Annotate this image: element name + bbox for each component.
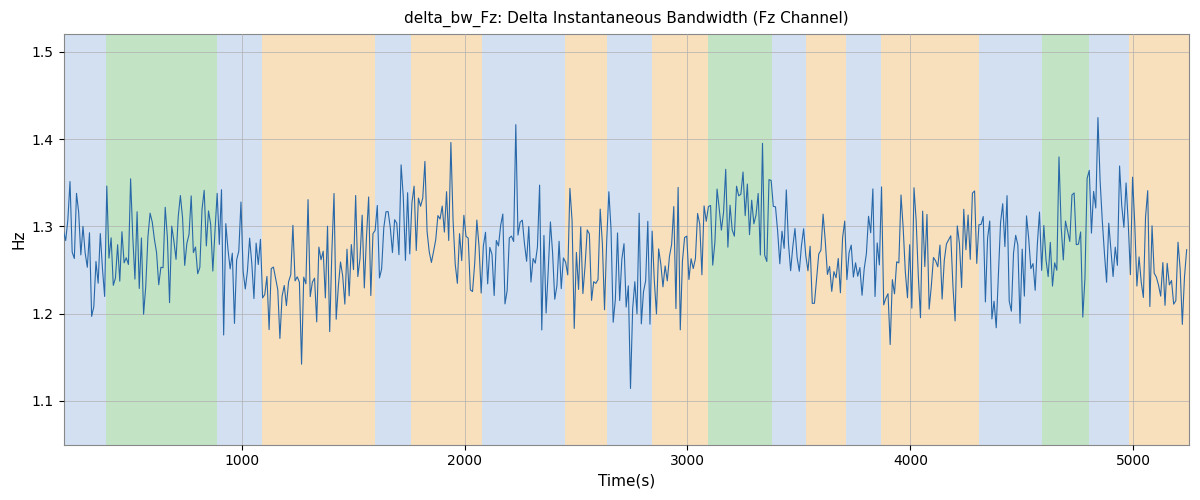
Y-axis label: Hz: Hz — [11, 230, 26, 249]
Bar — [881, 34, 979, 444]
Bar — [979, 34, 1042, 444]
Bar — [376, 34, 412, 444]
Bar — [412, 34, 482, 444]
Bar — [262, 34, 376, 444]
Bar — [106, 34, 217, 444]
Bar — [64, 34, 106, 444]
Bar — [607, 34, 652, 444]
Bar — [1042, 34, 1088, 444]
Bar — [708, 34, 772, 444]
Bar — [652, 34, 708, 444]
Bar — [1129, 34, 1189, 444]
X-axis label: Time(s): Time(s) — [598, 474, 655, 489]
Bar — [1088, 34, 1129, 444]
Bar — [217, 34, 262, 444]
Bar — [565, 34, 607, 444]
Title: delta_bw_Fz: Delta Instantaneous Bandwidth (Fz Channel): delta_bw_Fz: Delta Instantaneous Bandwid… — [404, 11, 848, 28]
Bar — [482, 34, 565, 444]
Bar — [846, 34, 881, 444]
Bar — [772, 34, 805, 444]
Bar — [805, 34, 846, 444]
